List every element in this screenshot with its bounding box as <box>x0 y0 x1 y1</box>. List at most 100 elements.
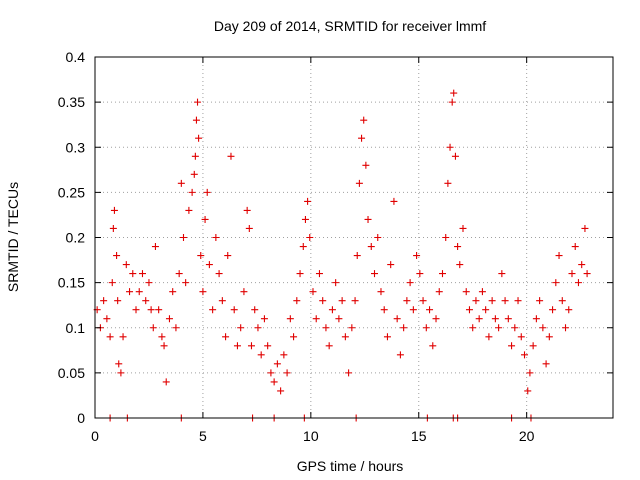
data-point <box>348 324 356 332</box>
data-point <box>371 270 379 278</box>
data-point <box>218 297 226 305</box>
data-point <box>212 234 220 241</box>
data-point <box>117 369 125 377</box>
data-point <box>542 360 550 368</box>
data-point <box>290 333 298 341</box>
data-point <box>227 152 235 160</box>
data-point <box>260 315 268 323</box>
data-point <box>190 170 198 178</box>
data-point <box>209 306 217 314</box>
data-point <box>328 306 336 314</box>
data-point <box>529 342 537 350</box>
data-point <box>175 270 183 278</box>
data-point <box>377 288 385 296</box>
data-point <box>201 215 209 223</box>
x-tick-label: 0 <box>91 428 99 444</box>
chart-title: Day 209 of 2014, SRMTID for receiver lmm… <box>214 18 486 34</box>
data-point <box>409 306 417 314</box>
data-point <box>203 188 211 196</box>
data-point <box>485 333 493 341</box>
data-point <box>459 224 467 232</box>
data-point <box>142 297 150 305</box>
data-point <box>114 297 122 305</box>
data-point <box>488 297 496 305</box>
data-point <box>149 324 157 332</box>
data-point <box>160 342 168 350</box>
data-point <box>362 161 370 169</box>
y-tick-label: 0.05 <box>58 365 85 381</box>
data-point <box>172 324 180 332</box>
data-point <box>293 297 301 305</box>
data-point <box>491 315 499 323</box>
data-point <box>524 387 532 395</box>
data-point <box>179 234 187 241</box>
y-tick-label: 0.35 <box>58 94 85 110</box>
data-point <box>257 351 265 359</box>
data-point <box>358 134 366 142</box>
data-point <box>438 270 446 278</box>
data-point <box>155 306 163 314</box>
data-point <box>197 252 205 260</box>
data-point <box>545 333 553 341</box>
data-point <box>501 297 509 305</box>
data-point <box>195 134 203 142</box>
data-point <box>286 315 294 323</box>
data-point <box>472 297 480 305</box>
data-point <box>199 288 207 296</box>
data-point <box>165 315 173 323</box>
data-point <box>158 333 166 341</box>
y-tick-label: 0.25 <box>58 184 85 200</box>
data-point <box>558 297 566 305</box>
data-point <box>374 234 382 241</box>
data-point <box>413 252 421 260</box>
data-point <box>422 324 430 332</box>
data-point <box>177 179 185 187</box>
data-point <box>240 288 248 296</box>
data-point <box>299 243 307 251</box>
data-point <box>351 297 359 305</box>
x-tick-label: 10 <box>303 428 319 444</box>
data-point <box>270 378 278 386</box>
data-point <box>233 342 241 350</box>
data-point <box>426 306 434 314</box>
data-point <box>264 342 272 350</box>
data-point <box>338 297 346 305</box>
data-point <box>312 315 320 323</box>
data-point <box>383 333 391 341</box>
data-point <box>113 252 121 260</box>
data-point <box>387 261 395 269</box>
data-point <box>390 197 398 205</box>
grid-layer <box>95 57 613 418</box>
data-point <box>138 270 146 278</box>
data-point <box>549 306 557 314</box>
data-point <box>475 315 483 323</box>
data-point <box>393 315 401 323</box>
data-point <box>396 351 404 359</box>
data-point <box>514 297 522 305</box>
data-point <box>222 333 230 341</box>
data-point <box>191 152 199 160</box>
data-point <box>192 116 200 124</box>
data-point <box>169 288 177 296</box>
data-point <box>360 116 368 124</box>
data-point <box>129 270 137 278</box>
data-point <box>364 215 372 223</box>
data-point <box>432 315 440 323</box>
data-point <box>247 342 255 350</box>
y-tick-label: 0.2 <box>66 230 86 246</box>
data-point <box>103 315 111 323</box>
data-point <box>251 306 259 314</box>
data-point <box>304 197 312 205</box>
data-point <box>309 288 317 296</box>
y-tick-label: 0.4 <box>66 49 86 65</box>
data-point <box>277 387 285 395</box>
data-point <box>450 89 458 97</box>
data-point <box>478 288 486 296</box>
data-point <box>465 306 473 314</box>
data-point <box>100 297 108 305</box>
data-point <box>283 369 291 377</box>
data-point <box>403 297 411 305</box>
data-point <box>245 224 253 232</box>
y-tick-label: 0.1 <box>66 320 86 336</box>
